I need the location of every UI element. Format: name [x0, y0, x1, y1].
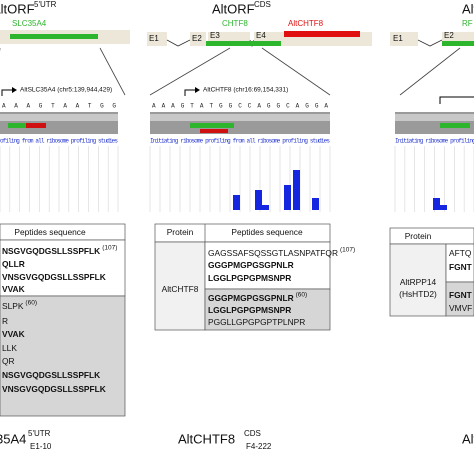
- peptide-sup: (60): [25, 300, 37, 307]
- profile-grid: [0, 146, 474, 212]
- peptide: VVAK: [2, 329, 25, 339]
- table-header: Protein: [405, 231, 432, 241]
- exon: E1: [149, 34, 159, 43]
- peptide: R: [2, 316, 8, 326]
- caption-sup: CDS: [244, 429, 261, 438]
- peptide: AFTQ: [449, 248, 472, 258]
- profile-bar: [293, 170, 300, 210]
- seq-strips: [0, 87, 474, 134]
- sequence: AAAGTAATGG: [2, 103, 116, 110]
- track-right: [390, 32, 474, 96]
- profiling-label: Initiating ribosome profiling from all r…: [395, 138, 474, 145]
- peptide: NSGVGQDGSLLSSPFLK: [2, 246, 100, 256]
- peptide: SLPK: [2, 301, 24, 311]
- peptide: NSGVGQDGSLLSSPFLK: [2, 370, 100, 380]
- locus: AltSLC35A4 (chr5:139,944,429): [20, 87, 112, 94]
- peptide: VMVF: [449, 303, 472, 313]
- gene-label: CHTF8: [222, 19, 248, 28]
- caption-sup: 5'UTR: [28, 429, 51, 438]
- protein: AltRPP14: [400, 277, 437, 287]
- peptide-sup: (60): [296, 292, 308, 299]
- peptide: LGGLPGPGPMSNPR: [208, 273, 291, 283]
- gene-label: SLC35A4: [12, 19, 47, 28]
- peptide-sup: (107): [102, 245, 117, 252]
- peptide: GAGSSAFSQSSGTLASNPATFQR: [208, 248, 338, 258]
- caption-sub: F4-222: [246, 442, 272, 451]
- title: AltORF: [212, 1, 255, 16]
- caption-sub: E1-10: [30, 442, 52, 451]
- exon: E2: [444, 31, 454, 40]
- peptide-sup: (107): [340, 247, 355, 254]
- sequence: AAAGTATGGCCAGGCAGGA: [152, 103, 328, 110]
- exon: E4: [256, 31, 266, 40]
- profiling-label: Initiating ribosome profiling from all r…: [0, 138, 118, 145]
- title-sup: CDS: [254, 0, 271, 9]
- caption: 35A4: [0, 431, 26, 446]
- protein: AltCHTF8: [162, 284, 199, 294]
- table-header: Protein: [167, 227, 194, 237]
- gene-label: RF: [462, 19, 473, 28]
- peptide: GGGPMGPGSGPNLR: [208, 293, 294, 303]
- profiling-label: Initiating ribosome profiling from all r…: [150, 138, 330, 145]
- peptide: VNSGVGQDGSLLSSPFLK: [2, 384, 106, 394]
- profile-bar: [255, 190, 262, 210]
- caption: AltCHTF8: [178, 431, 235, 446]
- caption: Alt: [462, 431, 474, 446]
- peptide: LGGLPGPGPMSNPR: [208, 305, 291, 315]
- profile-bar: [284, 185, 291, 210]
- peptide: QR: [2, 356, 15, 366]
- profile-bar: [312, 198, 319, 210]
- title-sup: 5'UTR: [34, 0, 57, 9]
- peptide: LLK: [2, 343, 17, 353]
- peptide: FGNT: [449, 262, 473, 272]
- exon: E1: [393, 34, 403, 43]
- peptide: FGNT: [449, 290, 473, 300]
- title: Alt: [462, 1, 474, 16]
- peptide: QLLR: [2, 259, 25, 269]
- gene-label: AltCHTF8: [288, 19, 324, 28]
- track-middle: [147, 31, 372, 96]
- profile-bar: [440, 205, 447, 210]
- track-left: [0, 30, 130, 96]
- exon: E3: [210, 31, 220, 40]
- table-header: Peptides sequence: [14, 227, 86, 237]
- peptide: VNSGVGQDGSLLSSPFLK: [2, 272, 106, 282]
- protein: (HsHTD2): [399, 289, 437, 299]
- tables: [0, 223, 474, 417]
- peptide: VVAK: [2, 284, 25, 294]
- profile-bar: [233, 195, 240, 210]
- title: AltORF: [0, 1, 35, 16]
- table-header: Peptides sequence: [231, 227, 303, 237]
- peptide: GGGPMGPGSGPNLR: [208, 260, 294, 270]
- exon: E2: [192, 34, 202, 43]
- profile-bar: [262, 205, 269, 210]
- profile-bar: [433, 198, 440, 210]
- peptide: PGGLLGPGPGPTPLNPR: [208, 317, 305, 327]
- locus: AltCHTF8 (chr16:69,154,331): [203, 87, 288, 94]
